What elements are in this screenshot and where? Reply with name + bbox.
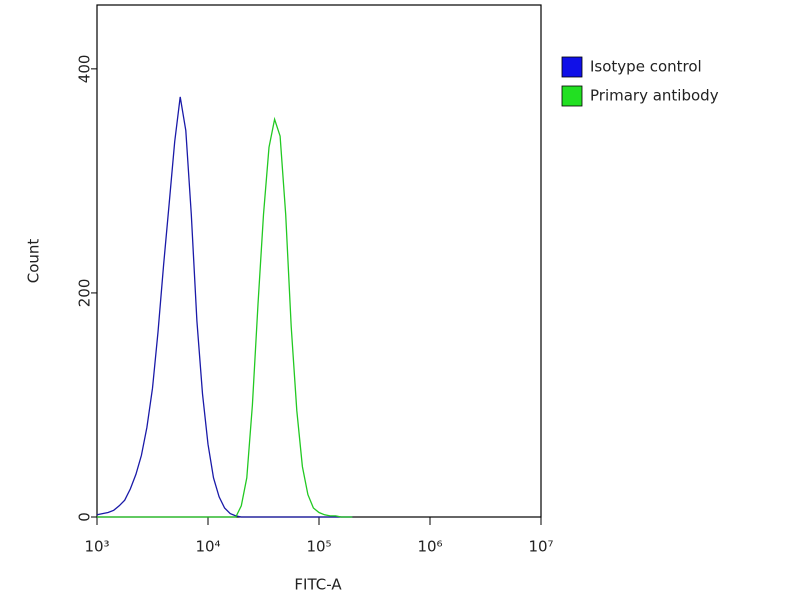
legend-swatch [561, 56, 583, 78]
x-tick-label: 10⁵ [306, 538, 331, 556]
series-line [97, 116, 353, 518]
series-line [96, 96, 353, 518]
y-axis-label: Count [25, 239, 43, 284]
x-tick-label: 10⁷ [528, 538, 553, 556]
y-tick-label: 200 [76, 279, 94, 308]
x-tick-label: 10⁴ [195, 538, 220, 556]
y-tick-label: 0 [76, 512, 94, 522]
x-axis-label: FITC-A [294, 576, 342, 594]
legend-swatch [561, 85, 583, 107]
y-tick-label: 400 [76, 55, 94, 84]
legend-label: Isotype control [590, 58, 702, 76]
legend-label: Primary antibody [590, 87, 719, 105]
x-tick-label: 10³ [84, 538, 109, 556]
x-tick-label: 10⁶ [417, 538, 442, 556]
